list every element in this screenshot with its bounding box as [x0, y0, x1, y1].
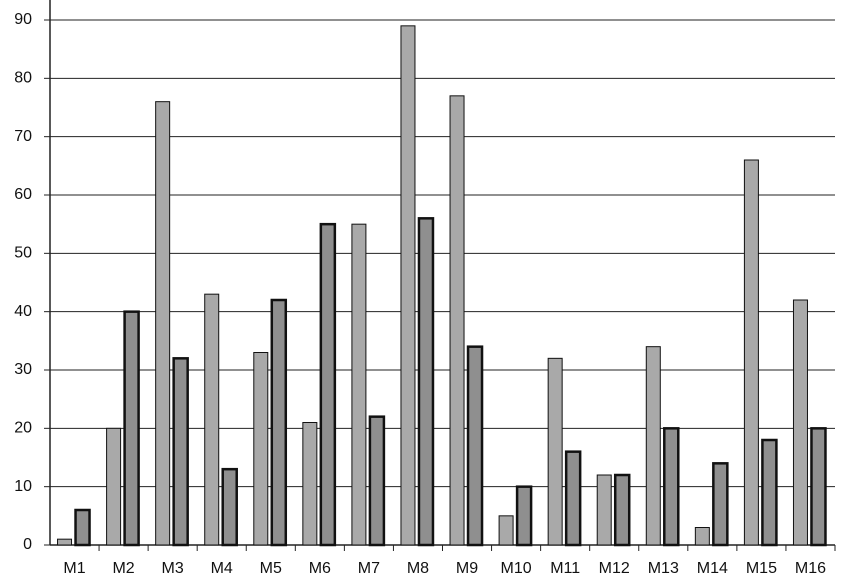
x-tick-label: M10: [501, 560, 532, 577]
y-tick-label: 20: [14, 420, 32, 437]
x-tick-label: M3: [162, 560, 184, 577]
bar: [761, 438, 778, 547]
bar: [792, 299, 808, 546]
x-tick-label: M2: [112, 560, 134, 577]
bar: [417, 217, 435, 547]
bar: [466, 345, 484, 547]
x-tick-label: M12: [599, 560, 630, 577]
y-tick-label: 50: [14, 245, 32, 262]
bar: [253, 352, 269, 546]
bar: [498, 515, 514, 546]
x-tick-label: M9: [456, 560, 478, 577]
bar: [172, 357, 189, 547]
x-tick-label: M14: [697, 560, 728, 577]
bar: [694, 527, 710, 546]
x-tick-label: M7: [358, 560, 380, 577]
x-tick-label: M11: [550, 560, 580, 577]
x-tick-label: M15: [746, 560, 777, 577]
x-tick-label: M16: [795, 560, 826, 577]
x-tick-label: M1: [63, 560, 85, 577]
bar: [645, 346, 661, 546]
x-tick-label: M5: [260, 560, 282, 577]
bar: [613, 473, 631, 547]
x-tick-label: M6: [309, 560, 331, 577]
x-tick-label: M4: [211, 560, 233, 577]
bar: [270, 298, 288, 547]
x-tick-label: M8: [407, 560, 429, 577]
bar: [810, 427, 827, 547]
bar: [712, 462, 729, 547]
y-tick-label: 70: [14, 128, 32, 145]
bar: [204, 293, 220, 546]
y-tick-label: 0: [23, 536, 32, 553]
y-tick-label: 80: [14, 70, 32, 87]
bar: [449, 95, 465, 546]
bar: [302, 422, 318, 546]
y-tick-label: 90: [14, 11, 32, 28]
bar: [743, 159, 759, 546]
x-tick-label: M13: [648, 560, 679, 577]
bar: [596, 474, 612, 546]
bar: [106, 427, 122, 546]
bar: [123, 310, 140, 547]
y-tick-label: 30: [14, 361, 32, 378]
bar: [515, 485, 533, 547]
bar: [319, 222, 337, 547]
bar: [368, 415, 386, 547]
bar: [564, 450, 582, 547]
bar: [221, 467, 238, 547]
y-tick-label: 60: [14, 186, 32, 203]
bar: [663, 427, 680, 547]
bar: [57, 538, 73, 546]
bar: [351, 223, 367, 546]
bar: [400, 25, 416, 546]
y-tick-label: 10: [14, 478, 32, 495]
bar: [547, 357, 563, 546]
bar: [74, 508, 91, 547]
bar: [155, 101, 171, 546]
y-tick-label: 40: [14, 303, 32, 320]
